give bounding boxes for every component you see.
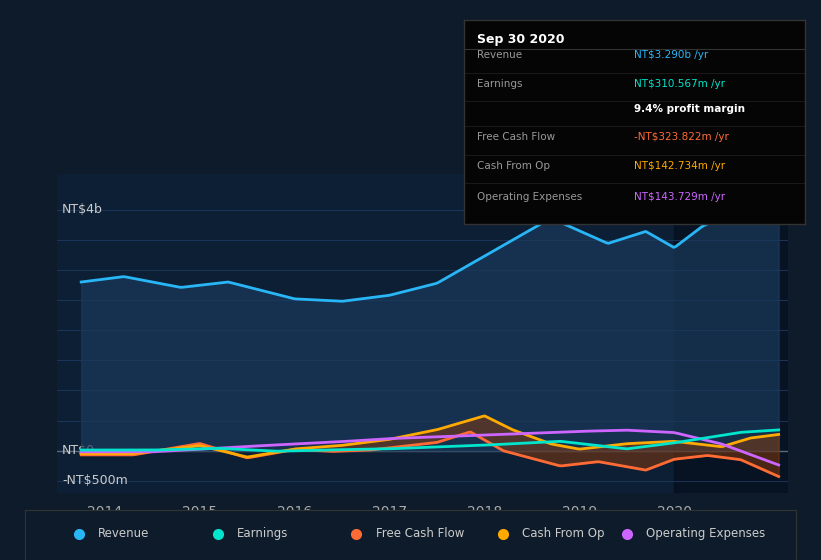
Text: Free Cash Flow: Free Cash Flow	[376, 528, 464, 540]
Text: NT$143.729m /yr: NT$143.729m /yr	[635, 192, 725, 202]
Text: Earnings: Earnings	[237, 528, 288, 540]
Text: Earnings: Earnings	[478, 79, 523, 89]
Text: -NT$323.822m /yr: -NT$323.822m /yr	[635, 132, 729, 142]
Text: NT$310.567m /yr: NT$310.567m /yr	[635, 79, 725, 89]
Text: Revenue: Revenue	[478, 50, 523, 60]
Bar	[674, 174, 788, 493]
Text: NT$3.290b /yr: NT$3.290b /yr	[635, 50, 709, 60]
Text: Cash From Op: Cash From Op	[522, 528, 605, 540]
Text: Cash From Op: Cash From Op	[478, 161, 551, 171]
Text: Operating Expenses: Operating Expenses	[646, 528, 765, 540]
Text: NT$0: NT$0	[62, 444, 95, 457]
Text: -NT$500m: -NT$500m	[62, 474, 128, 487]
Text: Sep 30 2020: Sep 30 2020	[478, 33, 565, 46]
Text: 9.4% profit margin: 9.4% profit margin	[635, 104, 745, 114]
Text: Revenue: Revenue	[98, 528, 149, 540]
Text: Operating Expenses: Operating Expenses	[478, 192, 583, 202]
Text: NT$142.734m /yr: NT$142.734m /yr	[635, 161, 725, 171]
Text: Free Cash Flow: Free Cash Flow	[478, 132, 556, 142]
Text: NT$4b: NT$4b	[62, 203, 103, 216]
